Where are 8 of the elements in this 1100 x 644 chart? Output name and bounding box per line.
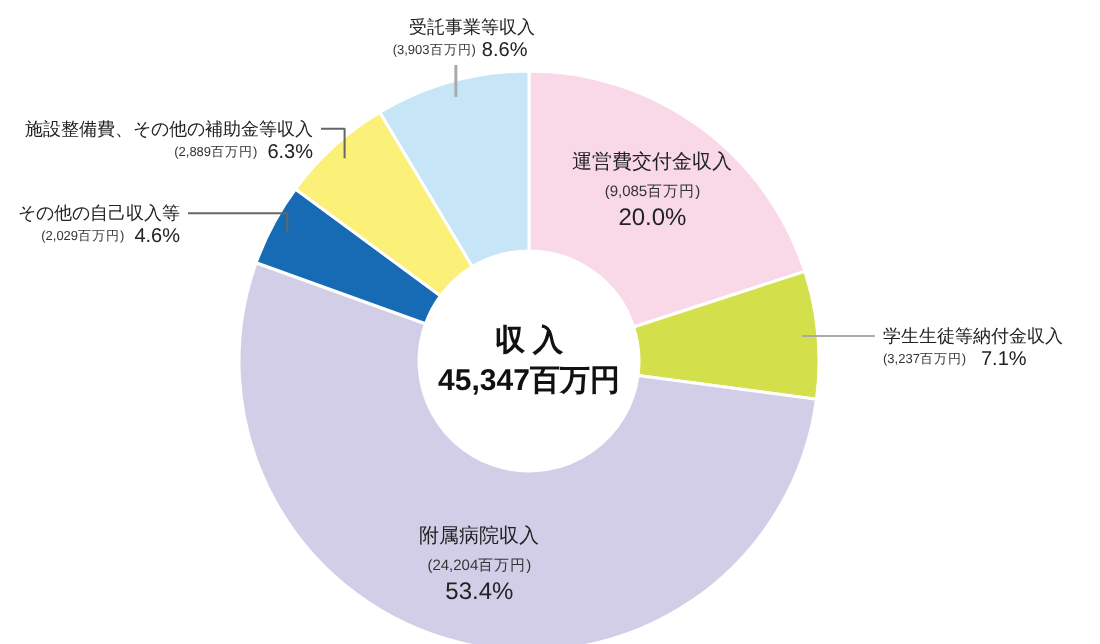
text: 45,347百万円 (438, 364, 620, 398)
slice-label: 附属病院収入 (419, 524, 540, 549)
slice-label: 運営費交付金収入 (572, 150, 733, 175)
slice-label: 学生生徒等納付金収入 (883, 326, 1063, 347)
slice-label: その他の自己収入等 (18, 203, 180, 224)
slice-label: 施設整備費、その他の補助金等収入 (25, 118, 313, 139)
slice-label: 受託事業等収入 (408, 17, 535, 37)
text: 収 入 (494, 324, 566, 358)
